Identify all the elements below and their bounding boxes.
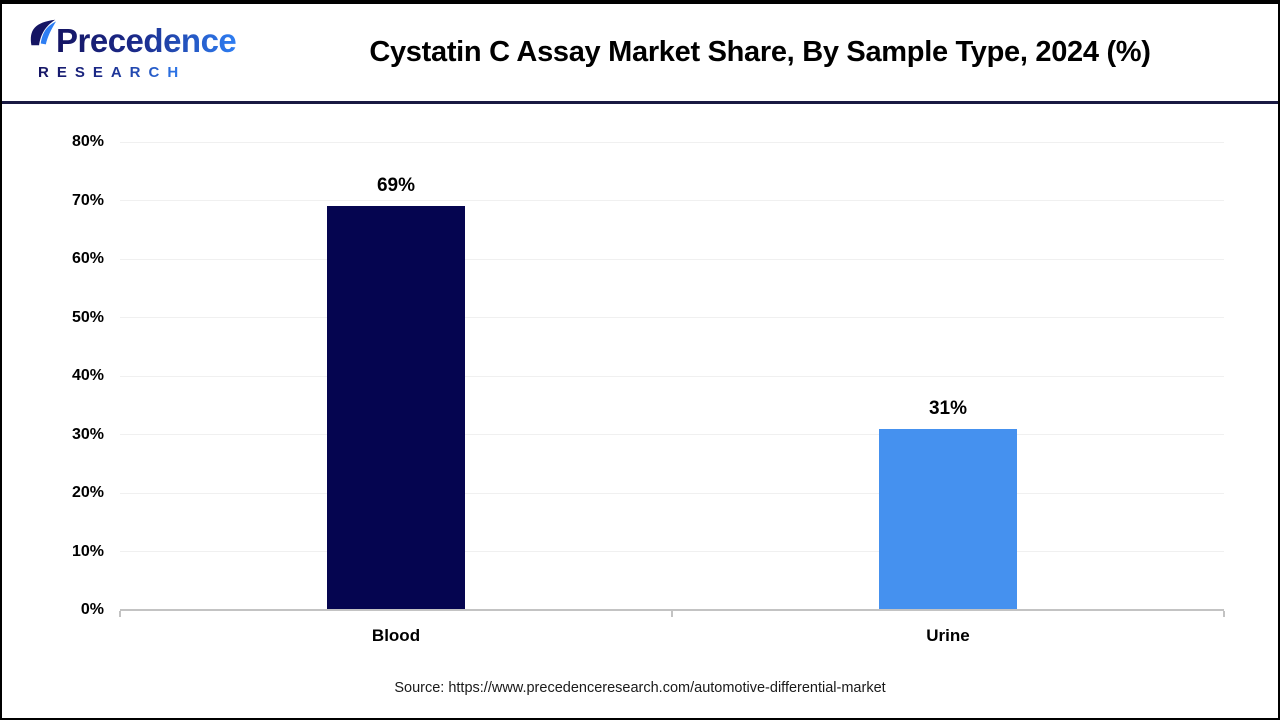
bar-chart-plot-area: 0% 10% 20% 30% 40% 50% 60% 70% 80% 69% Blood 31% Uri…: [2, 107, 1278, 647]
y-axis-tick-label: 50%: [71, 308, 104, 326]
gridline: [120, 317, 1224, 318]
x-axis-tick: [671, 611, 673, 617]
gridline: [120, 200, 1224, 201]
y-axis-tick-label: 10%: [71, 542, 104, 560]
bar-value-label: 31%: [928, 397, 968, 419]
y-axis-tick-label: 70%: [71, 191, 104, 209]
chart-title: Cystatin C Assay Market Share, By Sample…: [369, 36, 1151, 68]
logo-leaf-icon: [30, 19, 57, 46]
y-axis-tick-label: 30%: [71, 425, 104, 443]
x-axis-category-label: Urine: [926, 626, 970, 645]
logo-text-research: RESEARCH: [38, 64, 187, 81]
header: Precedence RESEARCH Cystatin C Assay Mar…: [2, 4, 1278, 104]
gridline: [120, 258, 1224, 260]
x-axis-line: [120, 609, 1224, 611]
x-axis-tick: [119, 611, 121, 617]
y-axis-tick-label: 0%: [80, 601, 104, 618]
source-citation: Source: https://www.precedenceresearch.c…: [394, 680, 886, 696]
logo-text-precedence: Precedence: [56, 22, 237, 59]
brand-logo: Precedence RESEARCH: [30, 16, 245, 96]
gridline: [120, 141, 1224, 143]
y-axis-tick-label: 40%: [71, 367, 104, 384]
x-axis-category-label: Blood: [371, 626, 421, 645]
y-axis-tick-label: 60%: [71, 250, 104, 267]
gridline: [120, 434, 1224, 435]
gridline: [120, 375, 1224, 377]
gridline: [120, 551, 1224, 552]
y-axis-tick-label: 80%: [71, 133, 104, 150]
gridline: [120, 492, 1224, 494]
bar-blood: [327, 206, 465, 610]
y-axis-tick-label: 20%: [71, 484, 104, 501]
bar-urine: [879, 428, 1017, 610]
bar-value-label: 69%: [376, 175, 416, 197]
x-axis-tick: [1223, 611, 1225, 617]
